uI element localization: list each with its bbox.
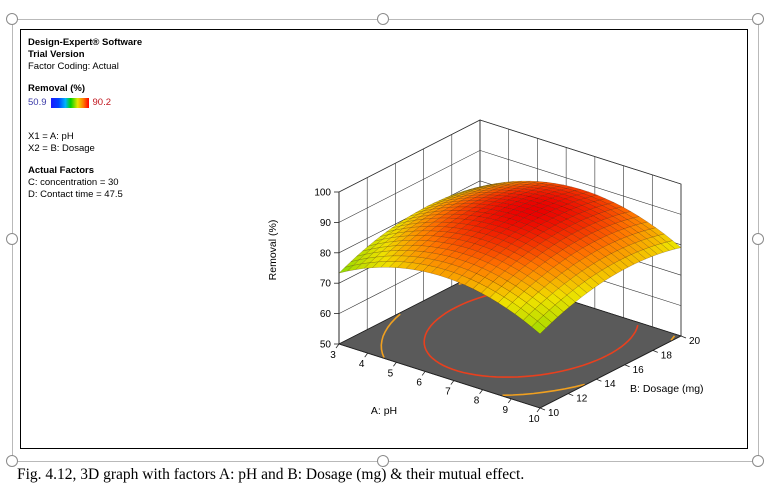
y-tick-label: 18 bbox=[661, 350, 673, 361]
x-tick-label: 9 bbox=[503, 405, 509, 416]
y-axis-title: B: Dosage (mg) bbox=[630, 383, 704, 395]
x-tick bbox=[479, 389, 483, 394]
y-tick-label: 10 bbox=[548, 408, 560, 419]
x-tick-label: 6 bbox=[416, 377, 422, 388]
x2-definition: X2 = B: Dosage bbox=[28, 143, 95, 154]
resize-handle-top-right[interactable] bbox=[752, 13, 764, 25]
z-tick-label: 90 bbox=[320, 218, 332, 229]
x-tick-label: 8 bbox=[474, 396, 480, 407]
contour-line-80 bbox=[670, 335, 676, 341]
y-tick-label: 12 bbox=[576, 394, 588, 405]
actual-factors-title: Actual Factors bbox=[28, 165, 94, 176]
figure-caption: Fig. 4.12, 3D graph with factors A: pH a… bbox=[17, 466, 525, 483]
z-tick-label: 100 bbox=[314, 188, 331, 199]
x-tick bbox=[536, 407, 541, 413]
x-axis-title: A: pH bbox=[371, 405, 397, 417]
x-tick bbox=[393, 362, 397, 367]
software-version: Trial Version bbox=[28, 49, 85, 60]
x-tick bbox=[364, 352, 369, 358]
y-tick-label: 20 bbox=[689, 336, 701, 347]
y-tick bbox=[624, 364, 630, 368]
x-tick bbox=[450, 380, 455, 385]
resize-handle-middle-right[interactable] bbox=[752, 233, 764, 245]
factor-contact-time: D: Contact time = 47.5 bbox=[28, 189, 123, 200]
y-tick bbox=[568, 393, 574, 396]
x-tick bbox=[335, 343, 340, 349]
x-tick-label: 4 bbox=[359, 359, 365, 370]
contour-line-80 bbox=[502, 383, 585, 397]
color-scale-low: 50.9 bbox=[28, 97, 47, 108]
z-axis-title: Removal (%) bbox=[267, 220, 279, 281]
z-tick-label: 70 bbox=[320, 279, 332, 290]
resize-handle-top-left[interactable] bbox=[6, 13, 18, 25]
resize-handle-middle-left[interactable] bbox=[6, 233, 18, 245]
axes: 50 60 70 80 90 100 3 4 5 6 7 8 9 10 10 12 14 16 18 20 bbox=[314, 188, 700, 426]
color-scale-bar bbox=[50, 98, 89, 108]
z-tick-label: 50 bbox=[320, 340, 332, 351]
axis-labels: Removal (%) A: pH B: Dosage (mg) bbox=[267, 220, 704, 417]
factor-concentration: C: concentration = 30 bbox=[28, 177, 119, 188]
software-name: Design-Expert® Software bbox=[28, 37, 143, 48]
resize-handle-bottom-left[interactable] bbox=[6, 455, 18, 467]
y-tick bbox=[680, 335, 687, 339]
y-tick bbox=[652, 350, 658, 353]
surface-cell bbox=[531, 320, 547, 335]
contour-line-85 bbox=[423, 287, 608, 378]
factor-coding: Factor Coding: Actual bbox=[28, 61, 119, 72]
x1-definition: X1 = A: pH bbox=[28, 131, 74, 142]
contour-line-80 bbox=[380, 313, 401, 358]
axis-line bbox=[338, 343, 541, 409]
color-scale: 50.9 90.2 bbox=[28, 97, 142, 109]
response-surface bbox=[338, 180, 682, 335]
x-tick bbox=[421, 371, 426, 376]
axis-line bbox=[539, 335, 682, 409]
y-tick bbox=[596, 378, 602, 382]
response-label: Removal (%) bbox=[28, 83, 86, 94]
x-tick-label: 3 bbox=[330, 350, 336, 361]
x-tick-label: 5 bbox=[388, 368, 394, 379]
x-tick bbox=[507, 398, 512, 404]
y-tick-label: 14 bbox=[604, 379, 616, 390]
contour-line-85 bbox=[606, 324, 639, 357]
y-tick-label: 16 bbox=[633, 365, 645, 376]
resize-handle-top-center[interactable] bbox=[377, 13, 389, 25]
x-tick-label: 7 bbox=[445, 387, 451, 398]
chart-legend: Design-Expert® Software Trial Version Fa… bbox=[28, 37, 142, 201]
z-tick-label: 80 bbox=[320, 248, 332, 259]
x-tick-label: 10 bbox=[528, 414, 540, 425]
resize-handle-bottom-right[interactable] bbox=[752, 455, 764, 467]
y-tick bbox=[539, 407, 546, 411]
color-scale-high: 90.2 bbox=[92, 97, 112, 108]
z-tick-label: 60 bbox=[320, 309, 332, 320]
resize-handle-bottom-center[interactable] bbox=[377, 455, 389, 467]
